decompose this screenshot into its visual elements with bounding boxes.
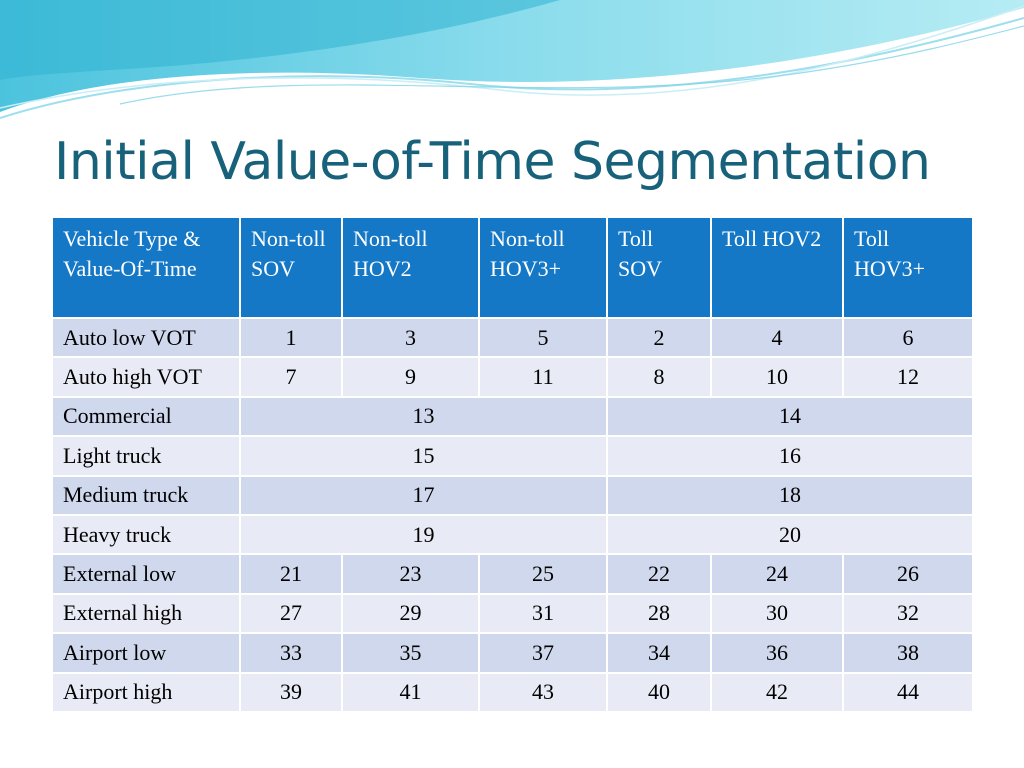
table-cell: 39 xyxy=(239,671,343,713)
table-cell: 24 xyxy=(710,553,844,595)
row-label: Heavy truck xyxy=(51,513,241,556)
table-cell: 22 xyxy=(606,553,712,595)
table-cell: 31 xyxy=(478,592,608,635)
table-row: External high 27 29 31 28 30 32 xyxy=(51,592,974,635)
table-cell: 35 xyxy=(341,632,480,674)
nontoll-merged-cell: 19 xyxy=(239,513,608,556)
table-cell: 8 xyxy=(606,356,712,398)
table-row: Commercial 13 14 xyxy=(51,395,974,438)
row-label: Medium truck xyxy=(51,474,241,516)
table-cell: 1 xyxy=(239,316,343,359)
table-cell: 44 xyxy=(842,671,974,713)
header-nontoll-hov3: Non-toll HOV3+ xyxy=(478,216,608,319)
table-cell: 21 xyxy=(239,553,343,595)
table-cell: 43 xyxy=(478,671,608,713)
table-cell: 33 xyxy=(239,632,343,674)
header-wave-decoration xyxy=(0,0,1024,119)
slide-title: Initial Value-of-Time Segmentation xyxy=(54,132,931,192)
table-cell: 41 xyxy=(341,671,480,713)
toll-merged-cell: 20 xyxy=(606,513,974,556)
table-row: Airport low 33 35 37 34 36 38 xyxy=(51,632,974,674)
table-row: Auto high VOT 7 9 11 8 10 12 xyxy=(51,356,974,398)
nontoll-merged-cell: 13 xyxy=(239,395,608,438)
table-cell: 5 xyxy=(478,316,608,359)
table-row: Auto low VOT 1 3 5 2 4 6 xyxy=(51,316,974,359)
table-cell: 4 xyxy=(710,316,844,359)
table-cell: 28 xyxy=(606,592,712,635)
table-cell: 36 xyxy=(710,632,844,674)
row-label: Commercial xyxy=(51,395,241,438)
nontoll-merged-cell: 15 xyxy=(239,435,608,477)
table-cell: 34 xyxy=(606,632,712,674)
table-cell: 6 xyxy=(842,316,974,359)
table-cell: 10 xyxy=(710,356,844,398)
table-cell: 3 xyxy=(341,316,480,359)
table-cell: 42 xyxy=(710,671,844,713)
header-vehicle-type: Vehicle Type & Value-Of-Time xyxy=(51,216,241,319)
toll-merged-cell: 18 xyxy=(606,474,974,516)
table-cell: 27 xyxy=(239,592,343,635)
table-cell: 26 xyxy=(842,553,974,595)
row-label: Airport low xyxy=(51,632,241,674)
toll-merged-cell: 16 xyxy=(606,435,974,477)
table-cell: 23 xyxy=(341,553,480,595)
table-header-row: Vehicle Type & Value-Of-Time Non-toll SO… xyxy=(51,216,974,319)
row-label: Auto high VOT xyxy=(51,356,241,398)
table-row: External low 21 23 25 22 24 26 xyxy=(51,553,974,595)
header-toll-sov: Toll SOV xyxy=(606,216,712,319)
row-label: External high xyxy=(51,592,241,635)
table-cell: 32 xyxy=(842,592,974,635)
table-cell: 29 xyxy=(341,592,480,635)
table-cell: 30 xyxy=(710,592,844,635)
table-cell: 9 xyxy=(341,356,480,398)
toll-merged-cell: 14 xyxy=(606,395,974,438)
table-cell: 25 xyxy=(478,553,608,595)
nontoll-merged-cell: 17 xyxy=(239,474,608,516)
row-label: Auto low VOT xyxy=(51,316,241,359)
table-cell: 12 xyxy=(842,356,974,398)
header-nontoll-sov: Non-toll SOV xyxy=(239,216,343,319)
row-label: Airport high xyxy=(51,671,241,713)
table-cell: 40 xyxy=(606,671,712,713)
row-label: Light truck xyxy=(51,435,241,477)
table-cell: 2 xyxy=(606,316,712,359)
table-row: Heavy truck 19 20 xyxy=(51,513,974,556)
table-cell: 37 xyxy=(478,632,608,674)
table-row: Light truck 15 16 xyxy=(51,435,974,477)
table-cell: 7 xyxy=(239,356,343,398)
table-row: Medium truck 17 18 xyxy=(51,474,974,516)
table-cell: 11 xyxy=(478,356,608,398)
header-toll-hov2: Toll HOV2 xyxy=(710,216,844,319)
row-label: External low xyxy=(51,553,241,595)
table-row: Airport high 39 41 43 40 42 44 xyxy=(51,671,974,713)
segmentation-table: Vehicle Type & Value-Of-Time Non-toll SO… xyxy=(51,216,974,713)
header-nontoll-hov2: Non-toll HOV2 xyxy=(341,216,480,319)
table-cell: 38 xyxy=(842,632,974,674)
header-toll-hov3: Toll HOV3+ xyxy=(842,216,974,319)
